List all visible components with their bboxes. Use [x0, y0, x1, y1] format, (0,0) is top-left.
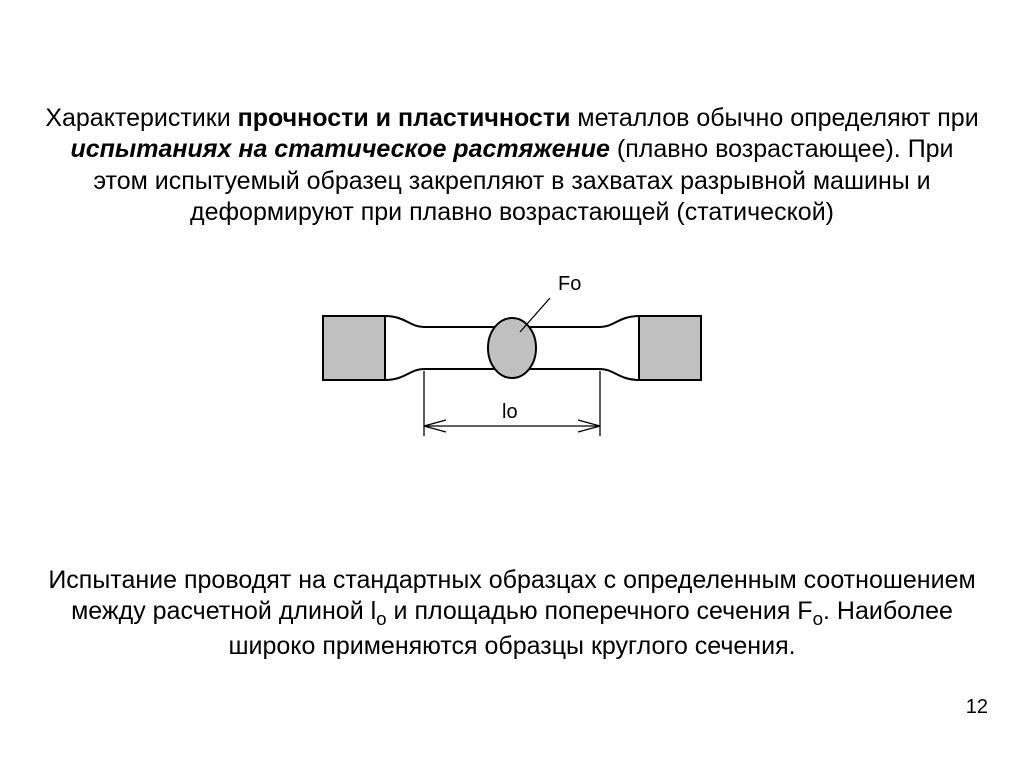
slide: Характеристики прочности и пластичности …: [0, 0, 1024, 767]
diagram-container: Fo lo: [0, 268, 1024, 488]
svg-text:Fo: Fo: [558, 273, 581, 295]
page-number: 12: [966, 696, 988, 719]
top-paragraph: Характеристики прочности и пластичности …: [40, 103, 984, 228]
text-run-bold: прочности и пластичности: [238, 104, 571, 132]
tensile-specimen-diagram: Fo lo: [302, 268, 722, 483]
bottom-paragraph: Испытание проводят на стандартных образц…: [30, 565, 994, 662]
text-run: Характеристики: [45, 104, 237, 132]
svg-text:lo: lo: [502, 401, 518, 423]
text-run: металлов обычно определяют при: [570, 104, 978, 132]
text-run-bold-italic: испытаниях на статическое растяжение: [70, 135, 609, 163]
subscript: о: [813, 608, 823, 629]
text-run: и площадью поперечного сечения F: [387, 597, 813, 625]
subscript: о: [376, 608, 386, 629]
